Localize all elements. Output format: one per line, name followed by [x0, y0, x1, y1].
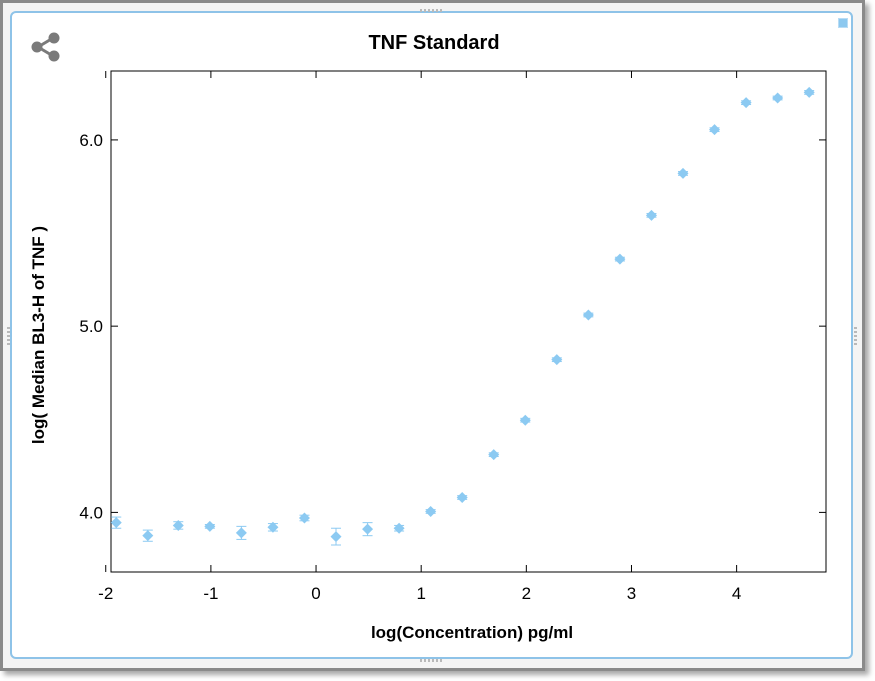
x-tick-label: -2 — [98, 584, 113, 603]
data-point — [362, 523, 374, 535]
x-axis: -2 -1 0 1 2 3 4 — [98, 71, 741, 603]
data-point — [235, 527, 247, 539]
plot-area — [110, 70, 827, 573]
maximize-button[interactable] — [838, 18, 848, 28]
y-axis: 4.0 5.0 6.0 — [79, 131, 826, 522]
y-tick-label: 4.0 — [79, 503, 103, 522]
data-point — [677, 167, 689, 179]
data-point — [551, 354, 563, 366]
data-point — [393, 522, 405, 534]
resize-grip-left[interactable] — [7, 327, 10, 347]
data-point — [519, 414, 531, 426]
share-button[interactable] — [30, 32, 62, 62]
x-tick-label: -1 — [203, 584, 218, 603]
share-icon — [31, 32, 60, 62]
x-axis-label: log(Concentration) pg/ml — [371, 623, 573, 642]
data-point — [488, 449, 500, 461]
chart-panel — [10, 11, 853, 659]
data-point — [645, 209, 657, 221]
data-point — [204, 520, 216, 532]
resize-grip-bottom[interactable] — [420, 659, 442, 662]
data-point — [110, 517, 122, 529]
x-tick-label: 0 — [311, 584, 320, 603]
y-axis-label: log( Median BL3-H of TNF ) — [29, 226, 48, 444]
data-point — [425, 505, 437, 517]
data-point — [267, 521, 279, 533]
data-point — [172, 519, 184, 531]
resize-grip-right[interactable] — [854, 327, 857, 347]
chart-title: TNF Standard — [368, 32, 500, 54]
y-tick-label: 5.0 — [79, 317, 103, 336]
data-point — [142, 530, 154, 542]
x-tick-label: 4 — [732, 584, 741, 603]
data-point — [582, 309, 594, 321]
data-point — [709, 124, 721, 136]
data-point — [330, 531, 342, 543]
x-tick-label: 2 — [522, 584, 531, 603]
data-point — [298, 512, 310, 524]
data-point — [456, 492, 468, 504]
x-tick-label: 1 — [416, 584, 425, 603]
x-tick-label: 3 — [627, 584, 636, 603]
data-point — [803, 86, 815, 98]
data-point — [772, 92, 784, 104]
data-point — [740, 97, 752, 109]
data-point — [614, 253, 626, 265]
resize-grip-top[interactable] — [420, 9, 442, 12]
y-tick-label: 6.0 — [79, 131, 103, 150]
data-points — [110, 86, 815, 546]
